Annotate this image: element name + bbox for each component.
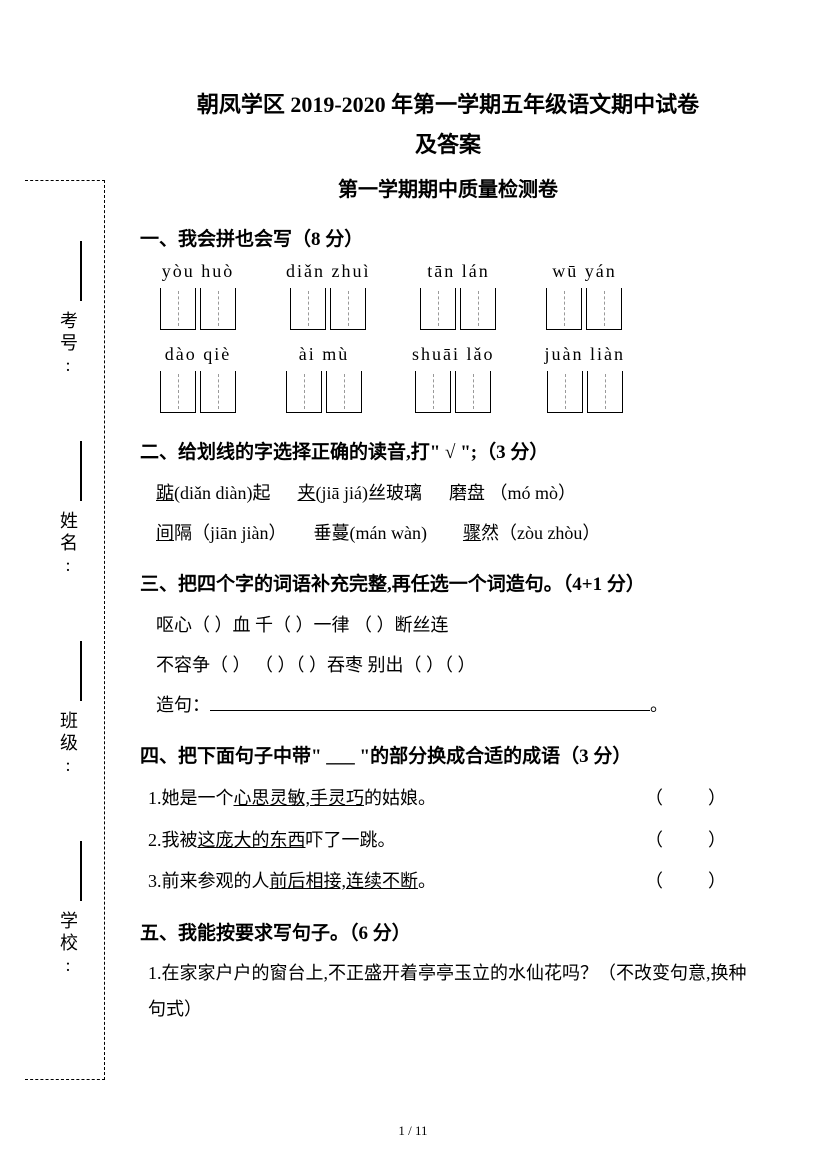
pinyin-text: diǎn zhuì — [286, 261, 370, 282]
text: mó mò） — [507, 483, 576, 503]
section4-item-1: 1.她是一个心思灵敏,手灵巧的姑娘。 （ ） — [148, 778, 756, 819]
section5-q1: 1.在家家户户的窗台上,不正盛开着亭亭玉立的水仙花吗？（不改变句意,换种句式） — [148, 955, 756, 1027]
section2-line1: 踮(diǎn diàn)起 夹(jiā jiá)丝玻璃 磨盘 （mó mò） — [156, 474, 756, 514]
section5-heading: 五、我能按要求写句子。（6 分） — [140, 918, 756, 945]
section3-line1: 呕心（ ）血 千（ ）一律 （ ）断丝连 — [156, 606, 756, 646]
pinyin-group: tān lán — [420, 261, 496, 330]
q4-text: 3.前来参观的人前后相接,连续不断。 — [148, 861, 436, 902]
char-boxes — [160, 288, 236, 330]
pinyin-group: ài mù — [286, 344, 362, 413]
text: (jiā jiá)丝玻璃 — [315, 483, 421, 503]
section1-heading: 一、我会拼也会写（8 分） — [140, 224, 756, 251]
underlined-char: 夹 — [297, 483, 315, 503]
text: 然（zòu zhòu） — [481, 523, 600, 543]
pinyin-group: shuāi lǎo — [412, 344, 495, 413]
main-title-line1: 朝凤学区 2019-2020 年第一学期五年级语文期中试卷 — [140, 85, 756, 125]
answer-paren: （ ） — [645, 861, 726, 902]
section4-heading: 四、把下面句子中带" ___ "的部分换成合适的成语（3 分） — [140, 741, 756, 768]
main-title-line2: 及答案 — [140, 125, 756, 165]
period: 。 — [650, 695, 668, 715]
char-boxes — [415, 371, 491, 413]
underlined-char: 踮 — [156, 483, 174, 503]
pinyin-text: shuāi lǎo — [412, 344, 495, 365]
underlined-char: 骤 — [463, 523, 481, 543]
pinyin-text: ài mù — [299, 344, 350, 365]
section3-heading: 三、把四个字的词语补充完整,再任选一个词造句。（4+1 分） — [140, 569, 756, 596]
page-body: 朝凤学区 2019-2020 年第一学期五年级语文期中试卷 及答案 第一学期期中… — [0, 0, 826, 1067]
pinyin-text: tān lán — [427, 261, 489, 282]
text: (mán wàn) — [349, 523, 426, 543]
char-boxes — [160, 371, 236, 413]
answer-paren: （ ） — [645, 778, 726, 819]
section4-item-3: 3.前来参观的人前后相接,连续不断。 （ ） — [148, 861, 756, 902]
char-boxes — [547, 371, 623, 413]
pinyin-group: juàn liàn — [545, 344, 625, 413]
sentence-label: 造句： — [156, 695, 210, 715]
section2-line2: 间隔（jiān jiàn） 垂蔓(mán wàn) 骤然（zòu zhòu） — [156, 514, 756, 554]
underlined-char: 间 — [156, 523, 174, 543]
q4-text: 1.她是一个心思灵敏,手灵巧的姑娘。 — [148, 778, 436, 819]
pinyin-text: wū yán — [552, 261, 617, 282]
pinyin-group: dào qiè — [160, 344, 236, 413]
pinyin-row-1: yòu huò diǎn zhuì tān lán wū yán — [160, 261, 756, 330]
char-boxes — [290, 288, 366, 330]
char-boxes — [420, 288, 496, 330]
char-boxes — [286, 371, 362, 413]
char-boxes — [546, 288, 622, 330]
text: (diǎn diàn)起 — [174, 483, 270, 503]
section2-heading: 二、给划线的字选择正确的读音,打" √ ";（3 分） — [140, 437, 756, 464]
section4-item-2: 2.我被这庞大的东西吓了一跳。 （ ） — [148, 820, 756, 861]
q4-text: 2.我被这庞大的东西吓了一跳。 — [148, 820, 396, 861]
page-number: 1 / 11 — [0, 1123, 826, 1139]
answer-paren: （ ） — [645, 820, 726, 861]
pinyin-group: diǎn zhuì — [286, 261, 370, 330]
sentence-blank — [210, 710, 650, 711]
text: 隔（jiān jiàn） — [174, 523, 286, 543]
section3-line2: 不容争（ ） （ ）（ ）吞枣 别出（ ）（ ） — [156, 646, 756, 686]
pinyin-group: yòu huò — [160, 261, 236, 330]
pinyin-text: yòu huò — [162, 261, 235, 282]
pinyin-group: wū yán — [546, 261, 622, 330]
text: 磨盘 （ — [449, 483, 508, 503]
pinyin-row-2: dào qiè ài mù shuāi lǎo juàn liàn — [160, 344, 756, 413]
pinyin-text: dào qiè — [165, 344, 231, 365]
text: 垂蔓 — [313, 523, 349, 543]
section3-line3: 造句： 。 — [156, 686, 756, 726]
pinyin-text: juàn liàn — [545, 344, 625, 365]
subtitle: 第一学期期中质量检测卷 — [140, 172, 756, 208]
